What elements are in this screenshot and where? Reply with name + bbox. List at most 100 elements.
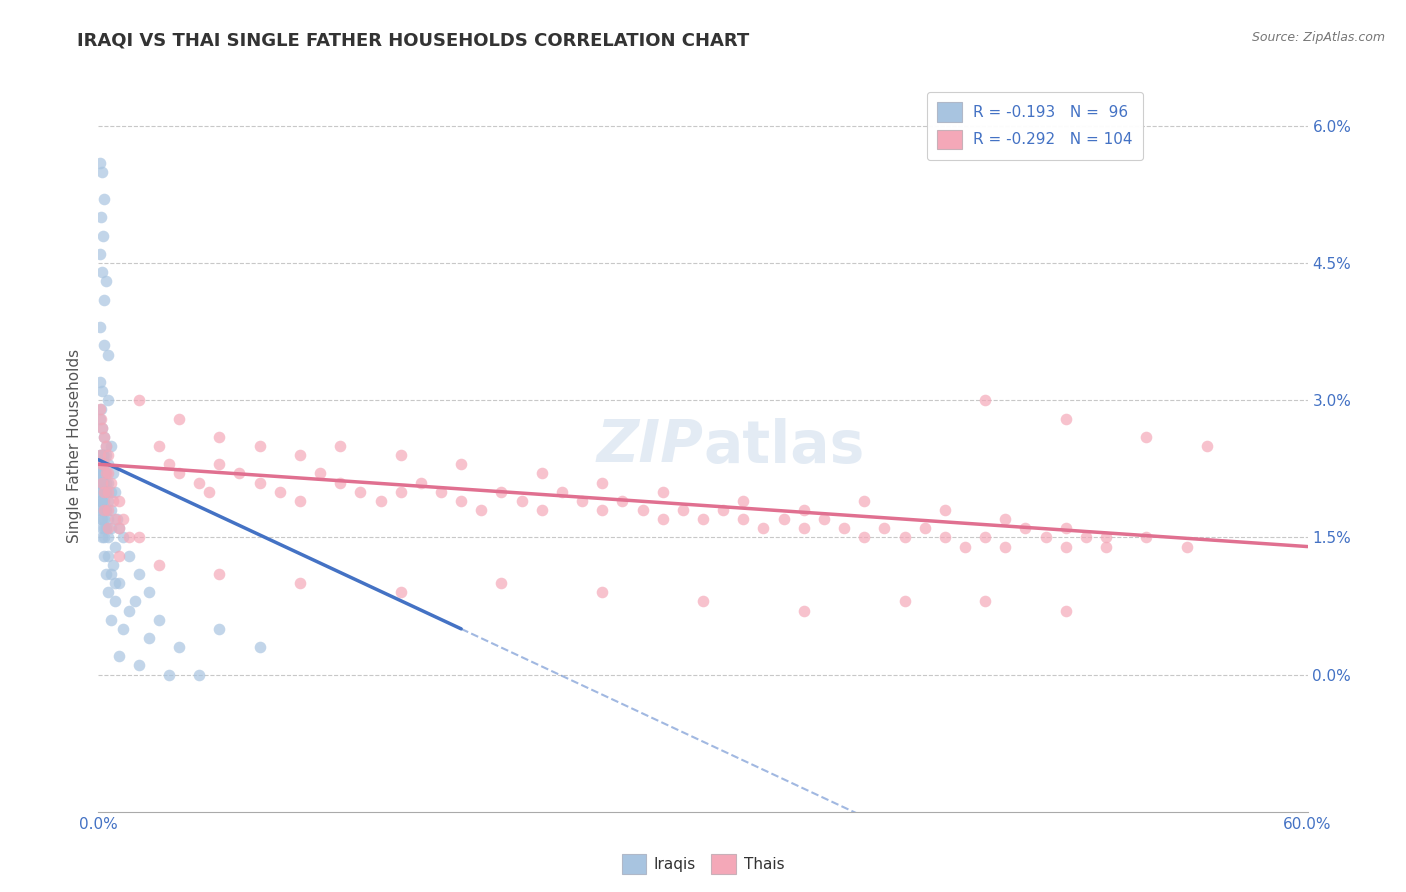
Point bbox=[93, 530, 115, 544]
Point bbox=[1135, 530, 1157, 544]
Point bbox=[934, 503, 956, 517]
Point bbox=[128, 658, 150, 673]
Point bbox=[974, 594, 997, 608]
Point bbox=[733, 512, 755, 526]
Point bbox=[1095, 530, 1118, 544]
Point bbox=[90, 494, 112, 508]
Point bbox=[101, 467, 124, 481]
Point bbox=[208, 567, 231, 582]
Point bbox=[89, 155, 111, 169]
Point bbox=[94, 467, 117, 481]
Point bbox=[450, 494, 472, 508]
Point bbox=[100, 475, 122, 490]
Legend: Iraqis, Thais: Iraqis, Thais bbox=[616, 848, 790, 880]
Point bbox=[228, 467, 250, 481]
Point bbox=[96, 439, 118, 453]
Point bbox=[97, 348, 120, 362]
Point bbox=[103, 594, 125, 608]
Point bbox=[752, 521, 775, 535]
Point bbox=[93, 549, 115, 563]
Point bbox=[93, 228, 115, 243]
Point bbox=[89, 484, 111, 499]
Point bbox=[100, 521, 122, 535]
Point bbox=[89, 448, 111, 462]
Point bbox=[100, 613, 122, 627]
Point bbox=[96, 503, 118, 517]
Point bbox=[138, 585, 160, 599]
Point bbox=[93, 503, 115, 517]
Point bbox=[91, 467, 114, 481]
Point bbox=[96, 567, 118, 582]
Point bbox=[813, 512, 835, 526]
Point bbox=[93, 192, 115, 206]
Point bbox=[103, 576, 125, 591]
Point bbox=[994, 540, 1017, 554]
Point bbox=[91, 512, 114, 526]
Point bbox=[124, 594, 146, 608]
Point bbox=[118, 530, 141, 544]
Point bbox=[97, 503, 120, 517]
Point bbox=[90, 411, 112, 425]
Point bbox=[107, 549, 129, 563]
Point bbox=[91, 503, 114, 517]
Point bbox=[93, 430, 115, 444]
Point bbox=[91, 265, 114, 279]
Point bbox=[91, 475, 114, 490]
Point bbox=[107, 521, 129, 535]
Point bbox=[167, 411, 190, 425]
Point bbox=[208, 622, 231, 636]
Point bbox=[893, 594, 915, 608]
Point bbox=[93, 484, 115, 499]
Point bbox=[91, 475, 114, 490]
Point bbox=[97, 458, 120, 472]
Point bbox=[793, 503, 815, 517]
Point bbox=[711, 503, 734, 517]
Point bbox=[103, 512, 125, 526]
Point bbox=[853, 530, 876, 544]
Point bbox=[97, 494, 120, 508]
Point bbox=[100, 439, 122, 453]
Point bbox=[692, 594, 714, 608]
Point bbox=[91, 494, 114, 508]
Point bbox=[90, 448, 112, 462]
Point bbox=[97, 484, 120, 499]
Point bbox=[93, 458, 115, 472]
Point bbox=[107, 649, 129, 664]
Point bbox=[128, 567, 150, 582]
Point bbox=[90, 475, 112, 490]
Point bbox=[409, 475, 432, 490]
Point bbox=[101, 494, 124, 508]
Point bbox=[1074, 530, 1097, 544]
Point bbox=[96, 484, 118, 499]
Point bbox=[198, 484, 221, 499]
Point bbox=[91, 521, 114, 535]
Point bbox=[101, 558, 124, 572]
Point bbox=[249, 475, 271, 490]
Point bbox=[157, 458, 180, 472]
Point bbox=[90, 402, 112, 417]
Point bbox=[1195, 439, 1218, 453]
Point bbox=[100, 567, 122, 582]
Point bbox=[97, 475, 120, 490]
Point bbox=[1175, 540, 1198, 554]
Point bbox=[288, 576, 311, 591]
Point bbox=[91, 420, 114, 434]
Point bbox=[93, 467, 115, 481]
Point bbox=[1054, 603, 1077, 617]
Point bbox=[90, 458, 112, 472]
Point bbox=[249, 439, 271, 453]
Point bbox=[853, 494, 876, 508]
Point bbox=[148, 558, 170, 572]
Point bbox=[97, 393, 120, 408]
Point bbox=[118, 603, 141, 617]
Point bbox=[873, 521, 896, 535]
Point bbox=[93, 338, 115, 352]
Point bbox=[1054, 521, 1077, 535]
Point bbox=[188, 475, 211, 490]
Point bbox=[93, 503, 115, 517]
Point bbox=[974, 393, 997, 408]
Point bbox=[97, 521, 120, 535]
Point bbox=[100, 484, 122, 499]
Point bbox=[93, 484, 115, 499]
Point bbox=[89, 475, 111, 490]
